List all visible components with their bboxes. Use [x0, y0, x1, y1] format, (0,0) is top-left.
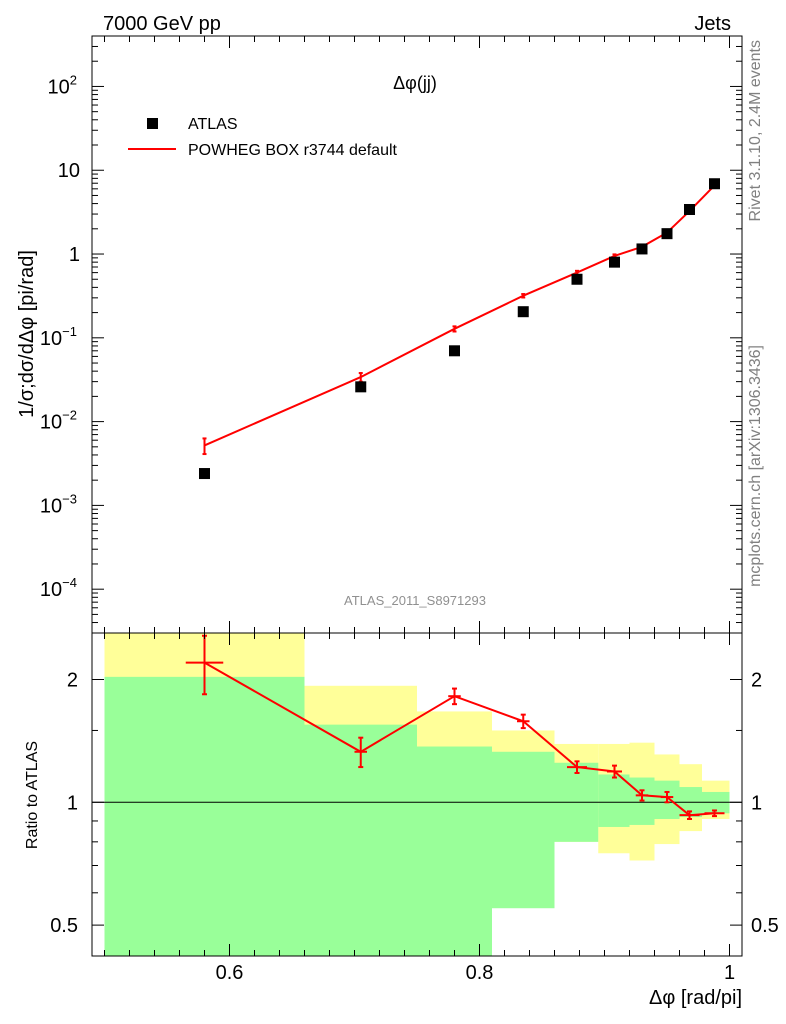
ratio-y-tick-label: 2	[67, 669, 78, 691]
ratio-band-inner	[104, 676, 305, 956]
main-y-axis-label: 1/σ;dσ/dΔφ [pi/rad]	[16, 250, 38, 418]
ratio-x-tick-label: 0.6	[216, 962, 244, 984]
ratio-plot-panel: 2 2 1 1 0.5 0.5 0.6 0.8 1 Ratio to ATLAS Δφ [ra…	[24, 632, 779, 1009]
ratio-series-layer	[185, 634, 725, 821]
ratio-y-tick-label: 1	[67, 792, 78, 814]
atlas-data-point	[684, 203, 695, 215]
atlas-data-point	[449, 345, 460, 357]
ratio-x-tick-label: 1	[724, 962, 735, 984]
main-series-layer	[199, 178, 720, 480]
ratio-y-tick-label: 0.5	[50, 915, 78, 937]
ratio-x-tick-label: 0.8	[466, 962, 494, 984]
ratio-y-axis-ticks: 2 2 1 1 0.5 0.5	[50, 669, 779, 937]
ratio-y-tick-label-right: 0.5	[751, 915, 779, 937]
ratio-band-inner	[492, 751, 555, 909]
ratio-mc-curve	[204, 661, 715, 817]
main-y-tick-label: 10−2	[40, 408, 77, 434]
ratio-x-axis-ticks: 0.6 0.8 1	[104, 633, 735, 984]
atlas-data-point	[355, 381, 367, 393]
atlas-data-point	[571, 273, 583, 285]
main-plot-background	[92, 36, 742, 633]
plot-title: Δφ(jj)	[393, 73, 437, 93]
ratio-band-inner	[598, 774, 630, 827]
atlas-data-point	[636, 243, 648, 255]
header-energy-label: 7000 GeV pp	[103, 13, 221, 35]
header-jets-label: Jets	[694, 13, 731, 35]
main-x-axis-ticks	[104, 36, 730, 633]
mc-curve	[204, 184, 716, 447]
main-y-tick-label: 10	[58, 160, 80, 182]
main-plot-panel: 102 10 1 10−1 10−2 10−3 10−4 Δφ(jj) ATLAS_2011…	[16, 35, 743, 634]
main-y-tick-label: 1	[69, 244, 80, 266]
legend: ATLAS POWHEG BOX r3744 default	[128, 116, 398, 159]
mcplots-reference-text: mcplots.cern.ch [arXiv:1306.3436]	[747, 345, 764, 587]
legend-label-powheg: POWHEG BOX r3744 default	[188, 142, 398, 159]
legend-label-atlas: ATLAS	[188, 116, 238, 133]
ratio-uncertainty-bands	[104, 633, 730, 956]
atlas-data-point	[709, 178, 720, 190]
ratio-y-tick-label-right: 1	[751, 792, 762, 814]
atlas-data-point	[199, 468, 210, 480]
main-y-tick-label: 10−3	[40, 491, 77, 517]
main-y-tick-label: 102	[48, 72, 77, 98]
main-y-tick-label: 10−1	[40, 324, 77, 350]
main-y-axis-ticks: 102 10 1 10−1 10−2 10−3 10−4	[40, 45, 742, 634]
analysis-reference: ATLAS_2011_S8971293	[344, 593, 486, 608]
atlas-data-point	[661, 228, 673, 240]
x-axis-label: Δφ [rad/pi]	[649, 987, 742, 1009]
atlas-data-point	[517, 306, 529, 318]
rivet-version-text: Rivet 3.1.10, 2.4M events	[747, 40, 764, 221]
main-y-tick-label: 10−4	[40, 575, 77, 601]
ratio-y-axis-label: Ratio to ATLAS	[24, 741, 41, 849]
ratio-band-inner	[417, 746, 492, 956]
legend-marker-atlas	[147, 118, 158, 129]
ratio-plot-frame	[91, 632, 743, 957]
ratio-y-tick-label-right: 2	[751, 669, 762, 691]
atlas-data-point	[609, 256, 620, 268]
